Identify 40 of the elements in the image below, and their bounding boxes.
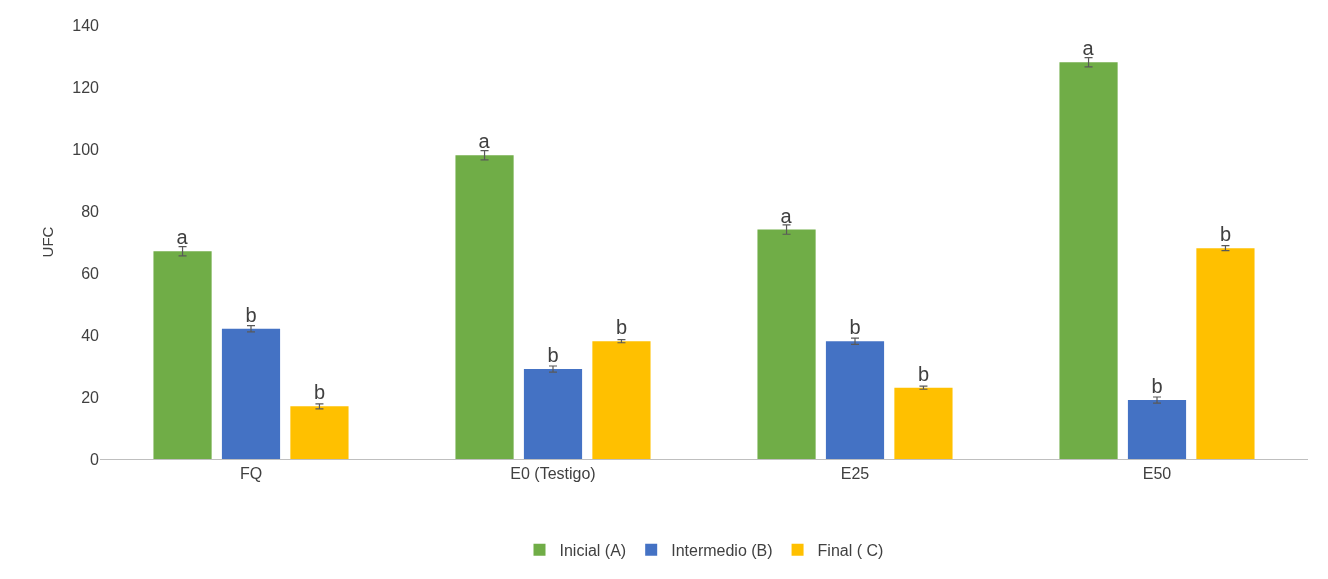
data-label: a xyxy=(478,130,491,153)
bar xyxy=(1059,62,1118,459)
bar xyxy=(221,328,281,459)
bar xyxy=(894,387,953,459)
y-tick-label: 0 xyxy=(90,450,100,468)
legend-label: Final ( C) xyxy=(817,541,884,559)
x-tick-label: E0 (Testigo) xyxy=(510,465,596,483)
bar xyxy=(592,341,651,459)
y-tick-label: 100 xyxy=(72,140,100,158)
y-tick-label: 120 xyxy=(72,78,100,96)
y-tick-label: 20 xyxy=(81,388,100,406)
bar xyxy=(1127,400,1187,459)
data-label: a xyxy=(176,226,189,249)
bar xyxy=(455,155,514,459)
y-tick-label: 80 xyxy=(81,202,100,220)
data-label: a xyxy=(1082,37,1095,60)
y-tick-label: 60 xyxy=(81,264,100,282)
bar xyxy=(523,369,583,459)
data-label: b xyxy=(615,316,628,339)
bar xyxy=(290,406,349,459)
y-axis-title: UFC xyxy=(38,226,56,258)
data-label: b xyxy=(1151,375,1163,398)
x-tick-label: FQ xyxy=(239,465,263,483)
bar xyxy=(757,229,816,459)
bar xyxy=(153,251,212,459)
data-label: b xyxy=(313,381,326,404)
data-label: b xyxy=(849,316,861,339)
x-tick-label: E50 xyxy=(1142,465,1172,483)
data-label: b xyxy=(245,303,257,326)
data-label: b xyxy=(1219,223,1232,246)
data-label: b xyxy=(547,344,559,367)
y-tick-label: 140 xyxy=(72,16,100,34)
bar xyxy=(1196,248,1255,459)
x-tick-label: E25 xyxy=(840,465,870,483)
legend-label: Inicial (A) xyxy=(559,541,627,559)
y-tick-label: 40 xyxy=(81,326,100,344)
data-label: a xyxy=(780,204,793,227)
legend-label: Intermedio (B) xyxy=(671,541,773,559)
bar xyxy=(825,341,885,459)
data-label: b xyxy=(917,362,930,385)
